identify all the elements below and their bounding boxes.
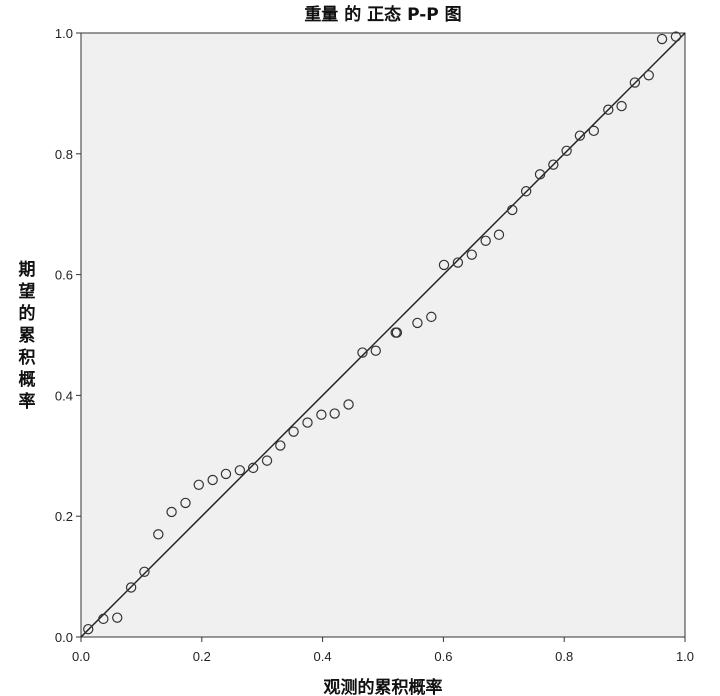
- data-point: [139, 566, 150, 577]
- data-point: [574, 130, 586, 141]
- x-tick-label: 0.6: [434, 649, 452, 664]
- y-axis-label-text: 期望的累积概率: [19, 260, 36, 412]
- y-tick-label: 0.8: [55, 147, 73, 162]
- data-point: [153, 529, 164, 540]
- data-point: [343, 399, 354, 410]
- data-point: [561, 145, 572, 156]
- data-point: [466, 249, 477, 260]
- data-point: [426, 311, 437, 323]
- data-point: [166, 506, 177, 518]
- data-point: [234, 465, 246, 476]
- data-point: [391, 327, 403, 338]
- data-point: [616, 100, 627, 112]
- y-tick-label: 0.4: [55, 388, 73, 403]
- data-point: [643, 70, 654, 81]
- x-tick-label: 1.0: [676, 649, 694, 664]
- y-axis-label: 期望的累积概率: [19, 260, 36, 412]
- y-tick-label: 0.2: [55, 509, 73, 524]
- data-point: [588, 125, 599, 137]
- chart-title: 重量 的 正态 P-P 图: [304, 4, 461, 25]
- data-point: [493, 229, 505, 240]
- data-point: [180, 497, 191, 509]
- data-point: [288, 426, 299, 437]
- data-point: [98, 613, 109, 625]
- data-point: [656, 33, 668, 45]
- data-point: [275, 440, 286, 451]
- x-tick-label: 0.2: [193, 649, 211, 664]
- data-point: [534, 169, 546, 180]
- data-point: [261, 455, 273, 466]
- y-tick-label: 0.6: [55, 268, 73, 283]
- data-point: [480, 235, 491, 246]
- data-point: [125, 582, 137, 593]
- y-tick-label: 1.0: [55, 26, 73, 41]
- data-point: [316, 409, 327, 420]
- data-point: [83, 623, 94, 635]
- data-point: [507, 204, 518, 216]
- data-point: [112, 612, 123, 623]
- data-point: [520, 186, 532, 197]
- x-tick-label: 0.4: [314, 649, 332, 664]
- data-point: [247, 462, 259, 474]
- data-points: [83, 31, 682, 635]
- data-point: [357, 347, 368, 358]
- data-point: [220, 468, 232, 480]
- data-point: [438, 259, 450, 271]
- data-point: [452, 257, 464, 268]
- data-point: [193, 479, 204, 490]
- data-point: [670, 31, 682, 42]
- data-point: [329, 408, 340, 419]
- data-point: [370, 345, 381, 356]
- x-tick-label: 0.0: [72, 649, 90, 664]
- x-tick-label: 0.8: [555, 649, 573, 664]
- data-point: [302, 417, 313, 428]
- y-axis-ticks: 0.0 0.2 0.4 0.6 0.8 1.0: [55, 26, 81, 645]
- y-tick-label: 0.0: [55, 630, 73, 645]
- x-axis-label: 观测的累积概率: [323, 677, 443, 696]
- data-point: [207, 474, 218, 486]
- data-point: [548, 159, 559, 170]
- data-point: [603, 104, 614, 115]
- data-point: [412, 317, 423, 329]
- data-point: [629, 77, 641, 88]
- x-axis-ticks: 0.0 0.2 0.4 0.6 0.8 1.0: [72, 637, 694, 664]
